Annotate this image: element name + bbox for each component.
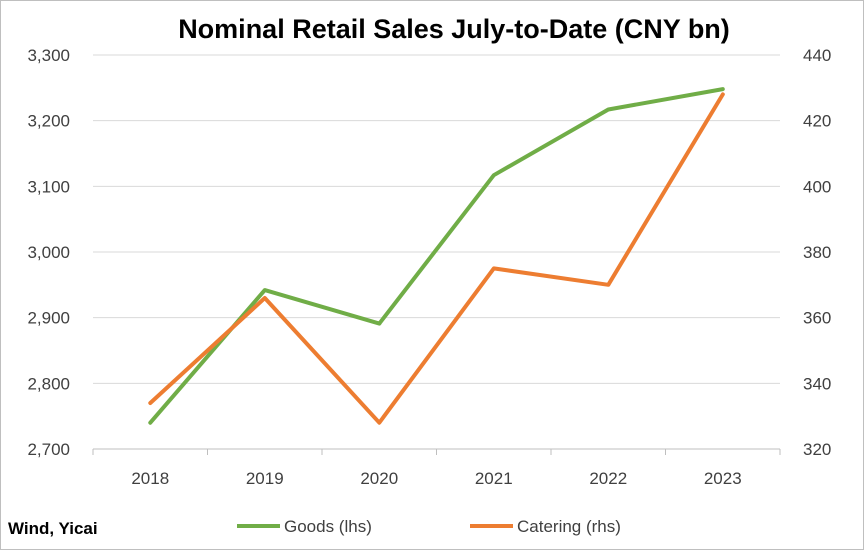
x-tick-label: 2020 [360,469,398,488]
right-tick-label: 380 [803,243,831,262]
right-tick-label: 440 [803,46,831,65]
right-axis-ticks: 320 340 360 380 400 420 440 [803,46,831,459]
left-tick-label: 3,300 [27,46,70,65]
x-tick-label: 2018 [131,469,169,488]
right-tick-label: 400 [803,177,831,196]
chart-title: Nominal Retail Sales July-to-Date (CNY b… [178,14,730,44]
source-note: Wind, Yicai [8,519,98,538]
left-tick-label: 2,800 [27,374,70,393]
left-tick-label: 3,100 [27,177,70,196]
x-tick-label: 2022 [589,469,627,488]
legend-label: Goods (lhs) [284,517,372,536]
x-tick-label: 2019 [246,469,284,488]
x-axis-ticks: 2018 2019 2020 2021 2022 2023 [92,449,781,488]
right-tick-label: 320 [803,440,831,459]
series-line-right [148,92,725,425]
legend: Goods (lhs) Catering (rhs) [237,517,621,536]
left-axis-ticks: 2,700 2,800 2,900 3,000 3,100 3,200 3,300 [27,46,70,459]
series-line-left [148,87,725,425]
right-tick-label: 340 [803,374,831,393]
x-tick-label: 2023 [704,469,742,488]
right-tick-label: 360 [803,309,831,328]
left-tick-label: 3,200 [27,112,70,131]
left-tick-label: 3,000 [27,243,70,262]
right-tick-label: 420 [803,112,831,131]
left-tick-label: 2,700 [27,440,70,459]
legend-label: Catering (rhs) [517,517,621,536]
left-tick-label: 2,900 [27,309,70,328]
x-tick-label: 2021 [475,469,513,488]
series-lines [148,87,725,425]
